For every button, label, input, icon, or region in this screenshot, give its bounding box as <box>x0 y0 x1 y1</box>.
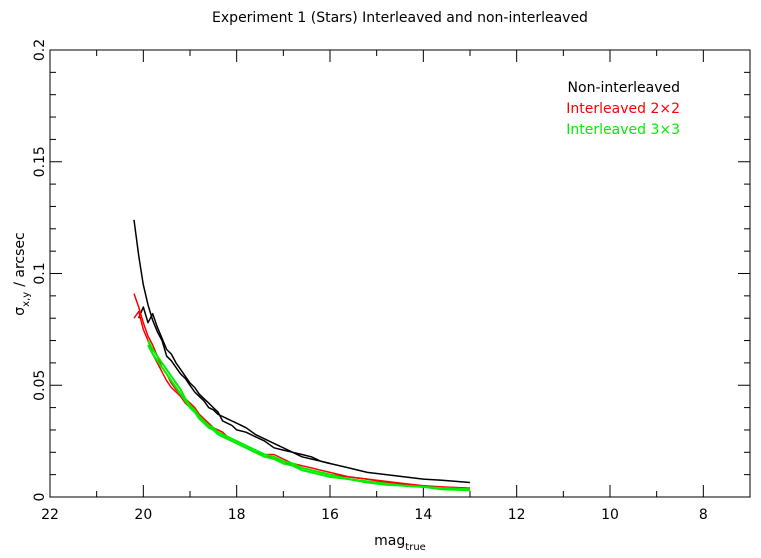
series-line-2-1 <box>147 344 471 492</box>
x-tick-labels: 22 20 18 16 14 12 10 8 <box>41 507 708 523</box>
x-axis-label: magtrue <box>374 533 426 553</box>
y-axis-label-main: σ <box>12 307 28 316</box>
x-axis-label-sub: true <box>405 542 426 553</box>
y-tick-label: 0.15 <box>32 146 48 177</box>
legend-entry-interleaved-3x3: Interleaved 3×3 <box>566 122 680 138</box>
y-axis-label-sub: x,y <box>21 292 32 307</box>
chart-title: Experiment 1 (Stars) Interleaved and non… <box>212 10 588 26</box>
x-tick-label: 18 <box>228 507 246 523</box>
x-axis-label-main: mag <box>374 533 405 549</box>
y-tick-labels: 0 0.05 0.1 0.15 0.2 <box>32 39 48 502</box>
y-axis-label: σx,y / arcsec <box>12 232 32 315</box>
x-tick-label: 8 <box>699 507 708 523</box>
x-tick-label: 22 <box>41 507 59 523</box>
series-lines <box>133 219 471 492</box>
series-2 <box>147 340 471 492</box>
series-line-0-1 <box>138 306 331 465</box>
axis-ticks <box>49 49 751 498</box>
legend-entry-non-interleaved: Non-interleaved <box>568 80 680 96</box>
x-tick-label: 10 <box>601 507 619 523</box>
y-tick-label: 0.1 <box>32 262 48 284</box>
legend-entry-interleaved-2x2: Interleaved 2×2 <box>566 101 680 117</box>
y-tick-label: 0.05 <box>32 370 48 401</box>
y-tick-label: 0 <box>32 493 48 502</box>
y-axis-label-rest: / arcsec <box>12 232 28 287</box>
series-line-1-0 <box>133 293 471 489</box>
x-tick-label: 12 <box>508 507 526 523</box>
x-tick-label: 16 <box>321 507 339 523</box>
series-1 <box>133 293 471 490</box>
series-0 <box>133 219 471 484</box>
plot-frame <box>49 49 751 498</box>
y-tick-label: 0.2 <box>32 39 48 61</box>
x-tick-label: 20 <box>134 507 152 523</box>
x-tick-label: 14 <box>414 507 432 523</box>
legend: Non-interleaved Interleaved 2×2 Interlea… <box>566 80 680 138</box>
series-line-0-0 <box>133 219 471 484</box>
